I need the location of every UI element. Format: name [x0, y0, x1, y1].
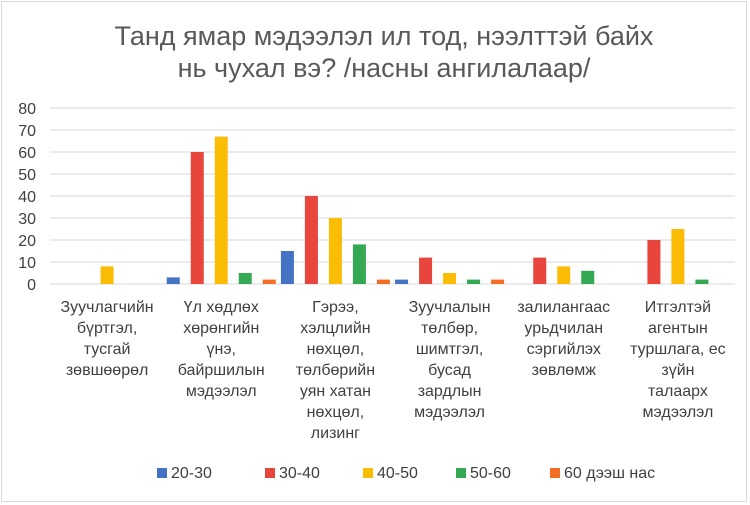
bar-20-30-cat3: [280, 251, 294, 284]
category-label: зардлын: [418, 383, 482, 400]
bar-40-50-cat2: [214, 136, 228, 284]
legend-swatch: [456, 468, 466, 478]
category-label: талаарх: [648, 383, 708, 400]
bar-50-60-cat2: [238, 273, 252, 284]
legend-label: 60 дээш нас: [564, 465, 655, 482]
category-label: мэдээлэл: [643, 404, 714, 421]
bar-60-дээш-нас-cat3: [376, 279, 390, 284]
y-tick-label: 10: [18, 255, 36, 272]
bar-30-40-cat5: [533, 257, 547, 284]
category-label: Гэрээ,: [312, 299, 359, 316]
category-label: туршлага, ес: [630, 341, 725, 358]
legend-label: 20-30: [171, 465, 212, 482]
bar-60-дээш-нас-cat2: [262, 279, 276, 284]
bars: [100, 136, 709, 284]
category-label: төлбөр,: [421, 320, 478, 337]
x-axis-categories: Зуучлагчийн бүртгэл, тусгай зөвшөөрөл Үл хөд…: [61, 299, 726, 442]
y-axis-ticks: 0 10 20 30 40 50 60 70 80: [18, 101, 36, 294]
chart-title: Танд ямар мэдээлэл ил тод, нээлттэй байх…: [115, 21, 654, 83]
legend-label: 40-50: [377, 465, 418, 482]
category-label: мэдээлэл: [186, 383, 257, 400]
bar-30-40-cat6: [647, 240, 661, 284]
category-label: хэлцлийн: [300, 320, 370, 337]
category-label: уян хатан: [300, 383, 371, 400]
chart-title-line: Танд ямар мэдээлэл ил тод, нээлттэй байх: [115, 21, 654, 51]
category-label: бүртгэл,: [77, 320, 137, 337]
bar-40-50-cat3: [328, 218, 342, 284]
category-label: лизинг: [311, 425, 360, 442]
bar-40-50-cat4: [443, 273, 457, 284]
y-tick-label: 0: [27, 277, 36, 294]
gridlines: [50, 107, 735, 285]
bar-40-50-cat1: [100, 266, 114, 284]
category-label: Зуучлалын: [409, 299, 491, 316]
category-label: тусгай: [84, 341, 131, 358]
category-label: үнэ,: [207, 341, 236, 358]
category-label: хөрөнгийн: [183, 320, 259, 337]
legend-swatch: [265, 468, 275, 478]
category-label: залилангаас: [517, 299, 610, 316]
category-label: нөхцөл,: [307, 404, 365, 421]
bar-20-30-cat2: [166, 277, 180, 284]
bar-20-30-cat4: [395, 279, 409, 284]
bar-30-40-cat2: [190, 152, 204, 284]
bar-50-60-cat6: [695, 279, 709, 284]
legend-label: 50-60: [470, 465, 511, 482]
legend-label: 30-40: [279, 465, 320, 482]
category-label: зөвлөмж: [532, 362, 597, 379]
category-label: зөвшөөрөл: [66, 362, 149, 379]
bar-40-50-cat6: [671, 229, 685, 284]
category-label: мэдээлэл: [414, 404, 485, 421]
category-label: урьдчилан: [524, 320, 603, 337]
category-label: агентын: [648, 320, 708, 337]
y-tick-label: 40: [18, 189, 36, 206]
bar-40-50-cat5: [557, 266, 571, 284]
bar-50-60-cat3: [352, 244, 366, 284]
category-label: зүйн: [661, 362, 694, 379]
bar-30-40-cat4: [419, 257, 433, 284]
category-label: Үл хөдлөх: [184, 299, 259, 316]
y-tick-label: 50: [18, 167, 36, 184]
category-label: Итгэлтэй: [645, 299, 711, 316]
legend-swatch: [363, 468, 373, 478]
y-tick-label: 30: [18, 211, 36, 228]
legend-swatch: [157, 468, 167, 478]
category-label: төлбөрийн: [296, 362, 375, 379]
bar-50-60-cat5: [581, 270, 595, 284]
category-label: шимтгэл,: [416, 341, 484, 358]
chart-title-line: нь чухал вэ? /насны ангилалаар/: [178, 53, 591, 83]
bar-50-60-cat4: [467, 279, 481, 284]
legend: 20-30 30-40 40-50 50-60 60 дээш нас: [157, 465, 655, 482]
bar-30-40-cat3: [304, 196, 318, 284]
y-tick-label: 70: [18, 123, 36, 140]
legend-swatch: [550, 468, 560, 478]
y-tick-label: 20: [18, 233, 36, 250]
bar-60-дээш-нас-cat4: [491, 279, 505, 284]
category-label: Зуучлагчийн: [61, 299, 154, 316]
category-label: сэргийлэх: [527, 341, 601, 358]
category-label: байршилын: [178, 362, 265, 379]
y-tick-label: 60: [18, 145, 36, 162]
category-label: бусад: [428, 362, 472, 379]
category-label: нөхцөл,: [307, 341, 365, 358]
y-tick-label: 80: [18, 101, 36, 118]
